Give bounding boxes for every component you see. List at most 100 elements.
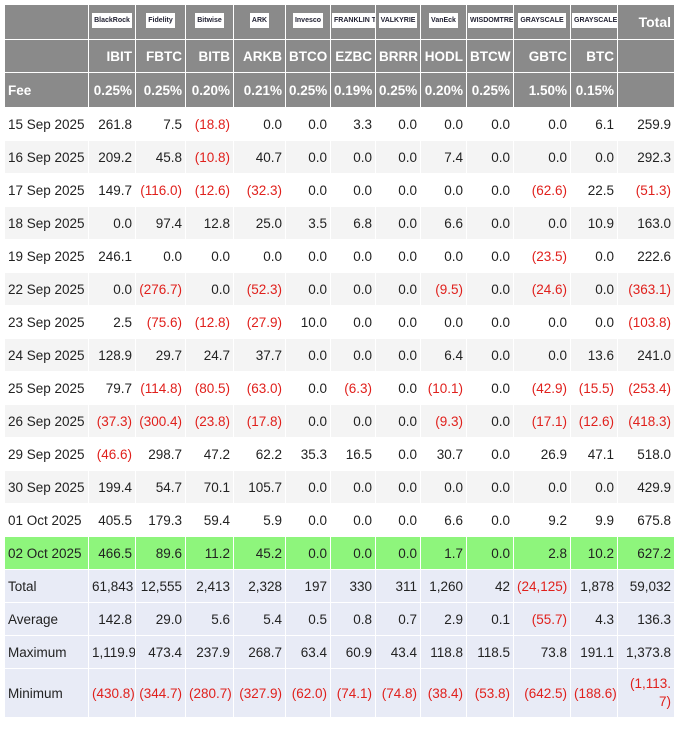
flow-cell: 0.0	[420, 305, 467, 339]
flow-cell: 241.0	[617, 338, 675, 372]
flow-cell: 0.0	[185, 239, 234, 273]
flow-cell: (12.8)	[185, 305, 234, 339]
date: 02 Oct 2025	[4, 536, 89, 570]
empty-cell	[617, 39, 675, 73]
flow-cell: 0.0	[285, 107, 331, 141]
flow-cell: 0.0	[375, 239, 421, 273]
flow-cell: 179.3	[135, 503, 186, 537]
flow-cell: 0.0	[185, 272, 234, 306]
flow-cell: 0.0	[375, 272, 421, 306]
summary-cell: (1,113.7)	[617, 668, 675, 718]
flow-cell: 35.3	[285, 437, 331, 471]
flow-cell: 0.0	[285, 173, 331, 207]
ticker: BITB	[185, 39, 234, 73]
flow-cell: 209.2	[88, 140, 136, 174]
empty-cell	[617, 72, 675, 108]
flow-cell: 0.0	[285, 503, 331, 537]
flow-cell: 0.0	[88, 206, 136, 240]
flow-row: 30 Sep 2025 199.4 54.7 70.1 105.7 0.0 0.0 0.0 0.…	[4, 470, 675, 504]
flow-cell: 45.2	[233, 536, 286, 570]
flow-cell: 675.8	[617, 503, 675, 537]
flow-cell: 0.0	[375, 206, 421, 240]
flow-row: 25 Sep 2025 79.7 (114.8) (80.5) (63.0) 0.0 (6.…	[4, 371, 675, 405]
summary-cell: 118.5	[466, 635, 514, 669]
fee-cell: 0.21%	[233, 72, 286, 108]
flow-cell: 7.5	[135, 107, 186, 141]
flow-cell: 0.0	[466, 338, 514, 372]
summary-cell: 1,878	[570, 569, 618, 603]
fee-cell: 0.20%	[420, 72, 467, 108]
summary-cell: 473.4	[135, 635, 186, 669]
date: 01 Oct 2025	[4, 503, 89, 537]
row-label: Fee	[4, 72, 89, 108]
ticker-row: IBIT FBTC BITB ARKB BTCO EZBC BRRR HODL BTCW GBTC…	[4, 39, 675, 73]
flow-cell: 0.0	[135, 239, 186, 273]
flow-cell: 222.6	[617, 239, 675, 273]
flow-cell: 24.7	[185, 338, 234, 372]
flow-cell: 0.0	[330, 338, 376, 372]
date: 18 Sep 2025	[4, 206, 89, 240]
flow-cell: 0.0	[375, 536, 421, 570]
summary-cell: 142.8	[88, 602, 136, 636]
flow-cell: 70.1	[185, 470, 234, 504]
summary-cell: (74.8)	[375, 668, 421, 718]
flow-cell: 0.0	[513, 107, 571, 141]
flow-row: 16 Sep 2025 209.2 45.8 (10.8) 40.7 0.0 0.0 0.0 7…	[4, 140, 675, 174]
flow-cell: 0.0	[285, 338, 331, 372]
flow-cell: (32.3)	[233, 173, 286, 207]
flow-cell: 16.5	[330, 437, 376, 471]
flow-cell: 54.7	[135, 470, 186, 504]
flow-row: 24 Sep 2025 128.9 29.7 24.7 37.7 0.0 0.0 0.0 6.4…	[4, 338, 675, 372]
summary-cell: (62.0)	[285, 668, 331, 718]
flow-cell: 45.8	[135, 140, 186, 174]
date: 26 Sep 2025	[4, 404, 89, 438]
flow-cell: (9.3)	[420, 404, 467, 438]
flow-cell: (42.9)	[513, 371, 571, 405]
summary-cell: 61,843	[88, 569, 136, 603]
flow-cell: 105.7	[233, 470, 286, 504]
flow-cell: 0.0	[375, 470, 421, 504]
issuer-logo: BlackRock	[92, 13, 132, 28]
flow-cell: 0.0	[233, 107, 286, 141]
flow-cell: 22.5	[570, 173, 618, 207]
summary-cell: 5.6	[185, 602, 234, 636]
flow-row: 18 Sep 2025 0.0 97.4 12.8 25.0 3.5 6.8 0.0 6.6 0.…	[4, 206, 675, 240]
flow-cell: (62.6)	[513, 173, 571, 207]
date: 17 Sep 2025	[4, 173, 89, 207]
flow-cell: (18.8)	[185, 107, 234, 141]
flow-cell: 0.0	[330, 470, 376, 504]
flow-cell: 0.0	[466, 107, 514, 141]
summary-cell: 63.4	[285, 635, 331, 669]
summary-cell: 1,119.9	[88, 635, 136, 669]
date: 15 Sep 2025	[4, 107, 89, 141]
fee-cell: 0.25%	[285, 72, 331, 108]
flow-cell: 0.0	[570, 239, 618, 273]
summary-cell: (55.7)	[513, 602, 571, 636]
fee-cell: 0.25%	[375, 72, 421, 108]
issuer-logo: ARK	[249, 13, 270, 28]
flow-cell: 9.2	[513, 503, 571, 537]
flow-row: 01 Oct 2025 405.5 179.3 59.4 5.9 0.0 0.0 0.0 6.6…	[4, 503, 675, 537]
issuer-logo: GRAYSCALE	[572, 13, 617, 28]
flow-cell: 6.1	[570, 107, 618, 141]
logo-cell: ARK	[233, 4, 286, 40]
flow-cell: 0.0	[330, 173, 376, 207]
flow-cell: 0.0	[466, 470, 514, 504]
flow-cell: 9.9	[570, 503, 618, 537]
flow-cell: 13.6	[570, 338, 618, 372]
flow-cell: 0.0	[570, 272, 618, 306]
summary-cell: (188.6)	[570, 668, 618, 718]
summary-cell: 60.9	[330, 635, 376, 669]
flow-cell: 62.2	[233, 437, 286, 471]
flow-cell: 0.0	[466, 140, 514, 174]
flow-cell: 6.6	[420, 206, 467, 240]
flow-cell: (52.3)	[233, 272, 286, 306]
summary-cell: 29.0	[135, 602, 186, 636]
flow-cell: 6.4	[420, 338, 467, 372]
flow-cell: 12.8	[185, 206, 234, 240]
ticker: FBTC	[135, 39, 186, 73]
fee-cell: 0.25%	[88, 72, 136, 108]
row-label: Minimum	[4, 668, 89, 718]
summary-cell: (74.1)	[330, 668, 376, 718]
flow-cell: (114.8)	[135, 371, 186, 405]
